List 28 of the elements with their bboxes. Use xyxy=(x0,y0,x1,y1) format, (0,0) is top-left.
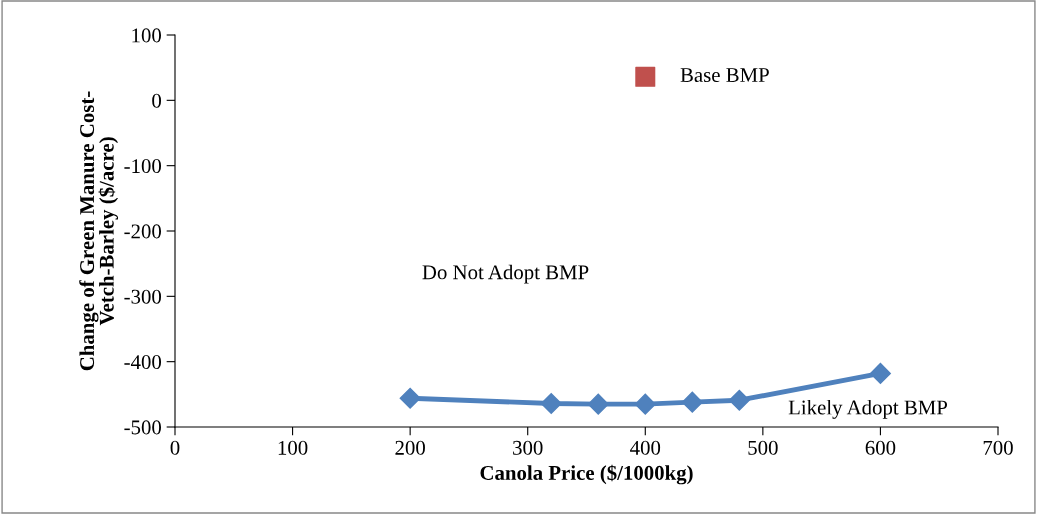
point xyxy=(869,362,891,384)
point xyxy=(634,393,656,415)
point xyxy=(728,389,750,411)
x-tick-label: 100 xyxy=(278,440,308,455)
x-tick-label: 600 xyxy=(865,440,896,455)
x-tick-label: 200 xyxy=(395,440,425,455)
point xyxy=(399,387,421,409)
point xyxy=(540,392,562,414)
x-tick-label: 500 xyxy=(748,440,778,455)
y-tick-label: -500 xyxy=(124,420,162,435)
x-tick-label: 0 xyxy=(170,440,180,455)
y-axis-title: Change of Green Manure Cost- Vetch-Barley ($/acre) xyxy=(79,91,119,371)
y-tick-label: -400 xyxy=(124,355,162,370)
point xyxy=(635,66,656,87)
annotation: Do Not Adopt BMP xyxy=(422,264,589,284)
x-tick-label: 700 xyxy=(983,440,1013,455)
annotation: Likely Adopt BMP xyxy=(788,399,948,419)
x-tick-label: 400 xyxy=(630,440,661,455)
x-axis-title: Canola Price ($/1000kg) xyxy=(480,464,693,485)
y-tick-label: -300 xyxy=(124,289,162,304)
y-tick-label: -200 xyxy=(124,224,162,239)
y-tick-label: 0 xyxy=(152,93,162,108)
y-tick-label: -100 xyxy=(124,159,162,174)
point xyxy=(681,391,703,413)
y-tick-label: 100 xyxy=(132,28,162,43)
point xyxy=(587,393,609,415)
x-tick-label: 300 xyxy=(513,440,543,455)
series-label: Base BMP xyxy=(680,68,769,83)
